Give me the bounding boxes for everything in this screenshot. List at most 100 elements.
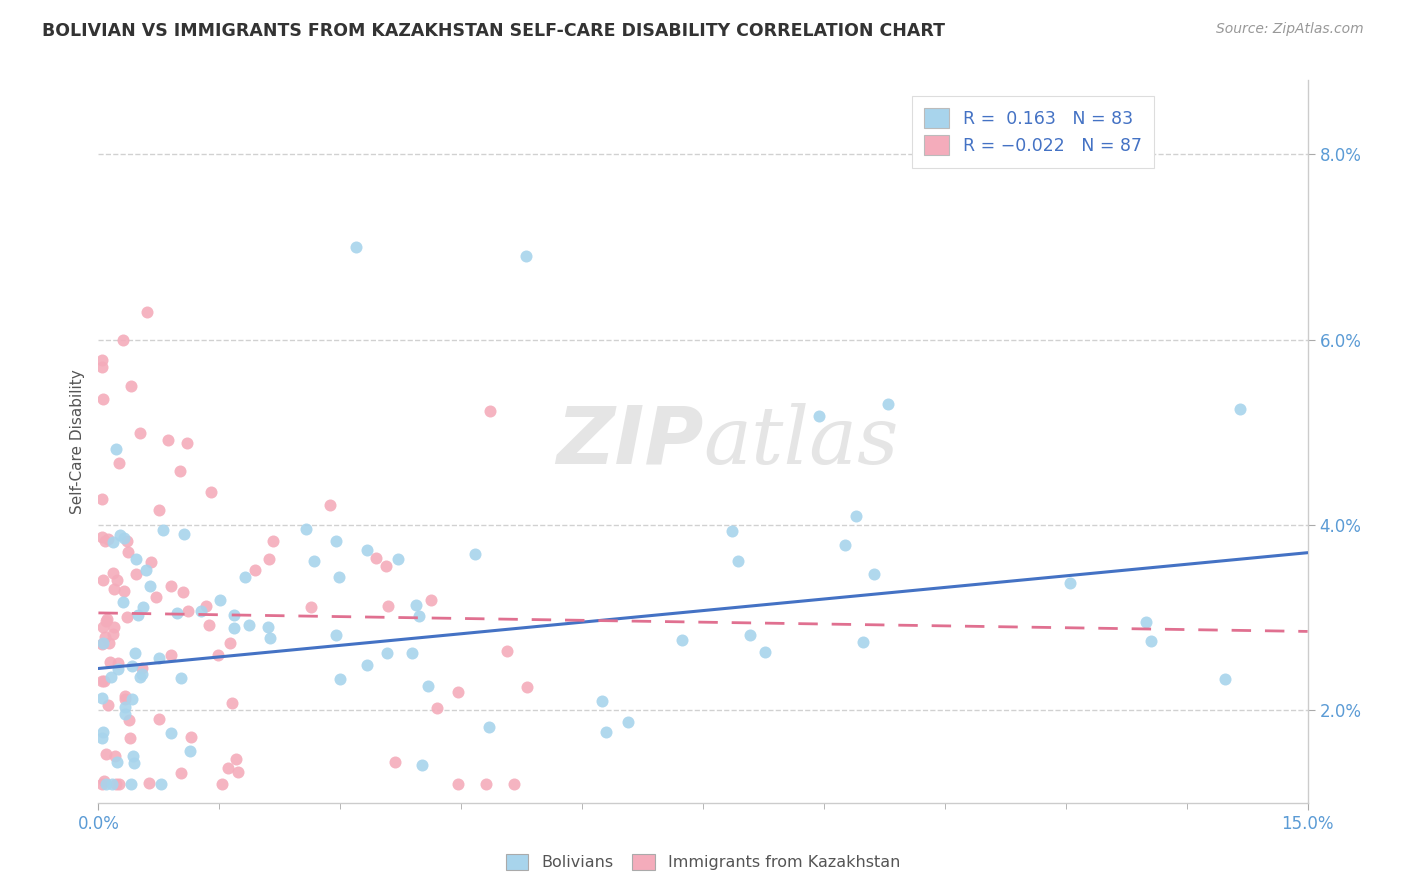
Point — [217, 761, 239, 775]
Point — [135, 563, 157, 577]
Point — [148, 713, 170, 727]
Point — [1135, 615, 1157, 629]
Point — [256, 620, 278, 634]
Point — [319, 498, 342, 512]
Point — [225, 752, 247, 766]
Point — [103, 748, 125, 763]
Text: BOLIVIAN VS IMMIGRANTS FROM KAZAKHSTAN SELF-CARE DISABILITY CORRELATION CHART: BOLIVIAN VS IMMIGRANTS FROM KAZAKHSTAN S… — [42, 22, 945, 40]
Point — [127, 607, 149, 622]
Point — [103, 535, 125, 549]
Point — [176, 436, 198, 450]
Point — [211, 777, 233, 791]
Point — [179, 744, 201, 758]
Point — [166, 606, 188, 620]
Point — [121, 692, 143, 706]
Point — [149, 777, 172, 791]
Point — [148, 503, 170, 517]
Point — [377, 599, 399, 613]
Point — [197, 618, 219, 632]
Text: atlas: atlas — [703, 403, 898, 480]
Point — [170, 766, 193, 780]
Point — [243, 563, 266, 577]
Point — [125, 552, 148, 566]
Point — [475, 777, 498, 791]
Point — [671, 632, 693, 647]
Point — [180, 731, 202, 745]
Point — [91, 777, 114, 791]
Point — [496, 643, 519, 657]
Point — [384, 755, 406, 769]
Point — [387, 552, 409, 566]
Point — [877, 397, 900, 411]
Point — [1140, 633, 1163, 648]
Point — [190, 604, 212, 618]
Point — [226, 765, 249, 780]
Point — [200, 485, 222, 500]
Point — [103, 620, 125, 634]
Point — [595, 725, 617, 739]
Point — [91, 620, 114, 634]
Point — [754, 645, 776, 659]
Point — [401, 647, 423, 661]
Point — [299, 599, 322, 614]
Point — [515, 249, 537, 263]
Point — [617, 715, 640, 730]
Point — [98, 636, 121, 650]
Point — [101, 566, 124, 580]
Point — [97, 698, 120, 713]
Point — [259, 552, 281, 566]
Point — [160, 648, 183, 663]
Point — [515, 680, 537, 694]
Text: Source: ZipAtlas.com: Source: ZipAtlas.com — [1216, 22, 1364, 37]
Point — [105, 574, 128, 588]
Point — [94, 747, 117, 761]
Point — [97, 533, 120, 547]
Point — [139, 579, 162, 593]
Point — [375, 646, 398, 660]
Point — [418, 679, 440, 693]
Point — [845, 509, 868, 524]
Point — [91, 573, 114, 587]
Point — [105, 442, 128, 456]
Point — [129, 425, 152, 440]
Point — [125, 566, 148, 581]
Point — [111, 333, 134, 347]
Point — [207, 648, 229, 663]
Point — [478, 404, 501, 418]
Point — [91, 690, 114, 705]
Point — [107, 662, 129, 676]
Point — [447, 684, 470, 698]
Point — [152, 523, 174, 537]
Point — [103, 582, 125, 596]
Point — [325, 533, 347, 548]
Point — [157, 433, 180, 447]
Point — [105, 777, 128, 791]
Point — [94, 614, 117, 628]
Point — [132, 599, 155, 614]
Point — [169, 464, 191, 478]
Point — [91, 673, 114, 688]
Point — [96, 611, 118, 625]
Point — [122, 748, 145, 763]
Point — [172, 585, 194, 599]
Point — [159, 579, 181, 593]
Point — [262, 534, 284, 549]
Point — [108, 777, 131, 791]
Point — [111, 595, 134, 609]
Point — [235, 570, 257, 584]
Point — [447, 777, 470, 791]
Point — [138, 775, 160, 789]
Point — [91, 359, 114, 374]
Point — [426, 700, 449, 714]
Text: ZIP: ZIP — [555, 402, 703, 481]
Point — [727, 554, 749, 568]
Point — [91, 491, 114, 506]
Point — [218, 636, 240, 650]
Point — [195, 599, 218, 613]
Point — [120, 379, 142, 393]
Point — [108, 456, 131, 470]
Point — [325, 628, 347, 642]
Point — [112, 583, 135, 598]
Point — [160, 725, 183, 739]
Point — [1229, 401, 1251, 416]
